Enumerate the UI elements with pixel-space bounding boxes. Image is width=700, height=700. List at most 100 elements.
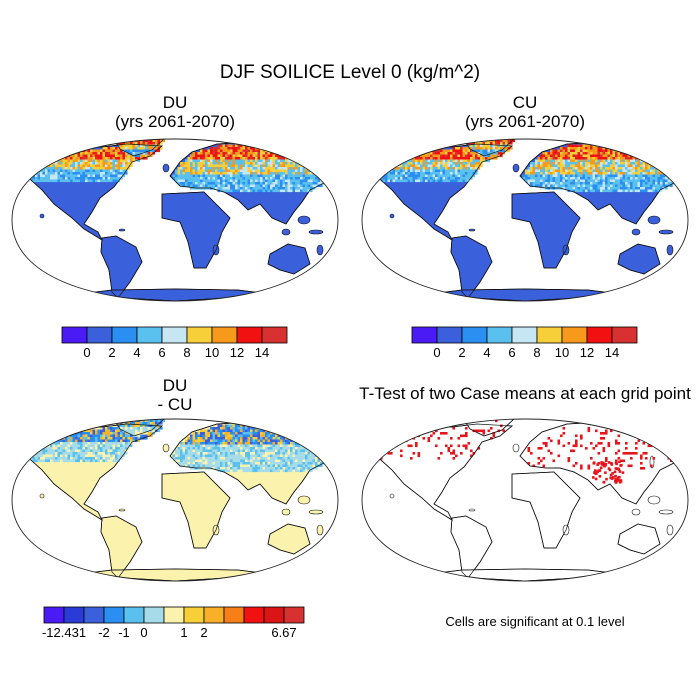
colorbar-swatch <box>243 606 265 624</box>
colorbar-tick-label: 0 <box>433 345 440 360</box>
panel-diff-title-line1: DU <box>162 376 188 395</box>
map-panel-ttest <box>361 418 689 582</box>
island <box>308 229 324 235</box>
island <box>39 213 45 219</box>
colorbar-tick-label: -1 <box>118 625 130 640</box>
island <box>666 244 674 256</box>
island <box>297 495 311 505</box>
island <box>468 228 476 232</box>
panel-cu-title-line2: (yrs 2061-2070) <box>464 112 585 131</box>
colorbar-tick-label: 1 <box>180 625 187 640</box>
colorbar-swatch <box>261 326 288 344</box>
colorbar-swatch <box>511 326 538 344</box>
island <box>658 229 674 235</box>
colorbar-swatch <box>611 326 638 344</box>
colorbar-swatch <box>236 326 263 344</box>
colorbar-tick-label: -2 <box>98 625 110 640</box>
colorbar-swatch <box>211 326 238 344</box>
island <box>281 228 291 236</box>
map-panel-cu <box>361 138 689 302</box>
island <box>326 267 332 277</box>
high-latitude-field <box>380 419 688 484</box>
colorbar-tick-label: 10 <box>555 345 569 360</box>
island <box>631 228 641 236</box>
colorbar-tick-label: 14 <box>255 345 269 360</box>
colorbar-tick-label: 6 <box>158 345 165 360</box>
panel-cu-title-line1: CU <box>512 93 538 112</box>
island <box>658 509 674 515</box>
panel-du-title-line2: (yrs 2061-2070) <box>114 112 235 131</box>
colorbar-tick-label: 6 <box>508 345 515 360</box>
colorbar-cu: 0 2 4 6 8 10 12 14 <box>411 326 638 360</box>
island <box>666 524 674 536</box>
colorbar-tick-label: 12 <box>580 345 594 360</box>
colorbar-tick-label: 0 <box>140 625 147 640</box>
island <box>676 267 682 277</box>
colorbar-swatch <box>161 326 188 344</box>
colorbar-swatch <box>61 326 88 344</box>
island <box>308 509 324 515</box>
island <box>676 547 682 557</box>
colorbar-swatch <box>163 606 185 624</box>
colorbar-swatch <box>103 606 125 624</box>
island <box>162 163 170 173</box>
map-border <box>361 138 689 302</box>
colorbar-swatch <box>436 326 463 344</box>
panel-ttest-title: T-Test of two Case means at each grid po… <box>359 384 691 403</box>
colorbar-tick-label: 14 <box>605 345 619 360</box>
colorbar-swatch <box>586 326 613 344</box>
colorbar-swatch <box>411 326 438 344</box>
island <box>512 163 520 173</box>
colorbar-tick-label: 12 <box>230 345 244 360</box>
colorbar-swatch <box>86 326 113 344</box>
colorbar-swatch <box>283 606 305 624</box>
colorbar-swatch <box>203 606 225 624</box>
colorbar-tick-label: 2 <box>200 625 207 640</box>
colorbar-swatch <box>83 606 105 624</box>
map-panel-du <box>11 138 339 302</box>
colorbar-tick-label: 10 <box>205 345 219 360</box>
colorbar-swatch <box>263 606 285 624</box>
island <box>162 443 170 453</box>
island <box>316 244 324 256</box>
colorbar-swatch <box>183 606 205 624</box>
panel-diff-title-line2: - CU <box>157 395 193 414</box>
colorbar-tick-label: 0 <box>83 345 90 360</box>
island <box>118 508 126 512</box>
colorbar-swatch <box>223 606 245 624</box>
colorbar-tick-label: 4 <box>483 345 490 360</box>
colorbar-swatch <box>561 326 588 344</box>
island <box>316 524 324 536</box>
island <box>647 495 661 505</box>
colorbar-swatch <box>43 606 65 624</box>
island <box>468 508 476 512</box>
colorbar-swatch <box>136 326 163 344</box>
colorbar-tick-label: 8 <box>533 345 540 360</box>
colorbar-swatch <box>123 606 145 624</box>
panel-du-title: DU (yrs 2061-2070) <box>40 93 310 131</box>
map-border <box>361 418 689 582</box>
colorbar-diff: -12.431 -2 -1 0 1 2 6.67 <box>42 606 305 640</box>
significance-note: Cells are significant at 0.1 level <box>445 614 625 629</box>
colorbar-tick-label: 8 <box>183 345 190 360</box>
colorbar-swatch <box>111 326 138 344</box>
colorbar-tick-label: 6.67 <box>271 625 296 640</box>
colorbar-swatch <box>486 326 513 344</box>
colorbar-swatch <box>461 326 488 344</box>
colorbar-tick-label: 2 <box>108 345 115 360</box>
map-panel-diff <box>11 418 339 582</box>
island <box>631 508 641 516</box>
island <box>512 443 520 453</box>
panel-du-title-line1: DU <box>162 93 188 112</box>
colorbar-swatch <box>143 606 165 624</box>
high-latitude-field <box>372 139 688 193</box>
island <box>297 215 311 225</box>
colorbar-swatch <box>536 326 563 344</box>
colorbar-tick-label: 2 <box>458 345 465 360</box>
colorbar-swatch <box>186 326 213 344</box>
island <box>389 493 395 499</box>
colorbar-du: 0 2 4 6 8 10 12 14 <box>61 326 288 360</box>
panel-cu-title: CU (yrs 2061-2070) <box>390 93 660 131</box>
island <box>39 493 45 499</box>
colorbar-tick-label: -12.431 <box>42 625 86 640</box>
